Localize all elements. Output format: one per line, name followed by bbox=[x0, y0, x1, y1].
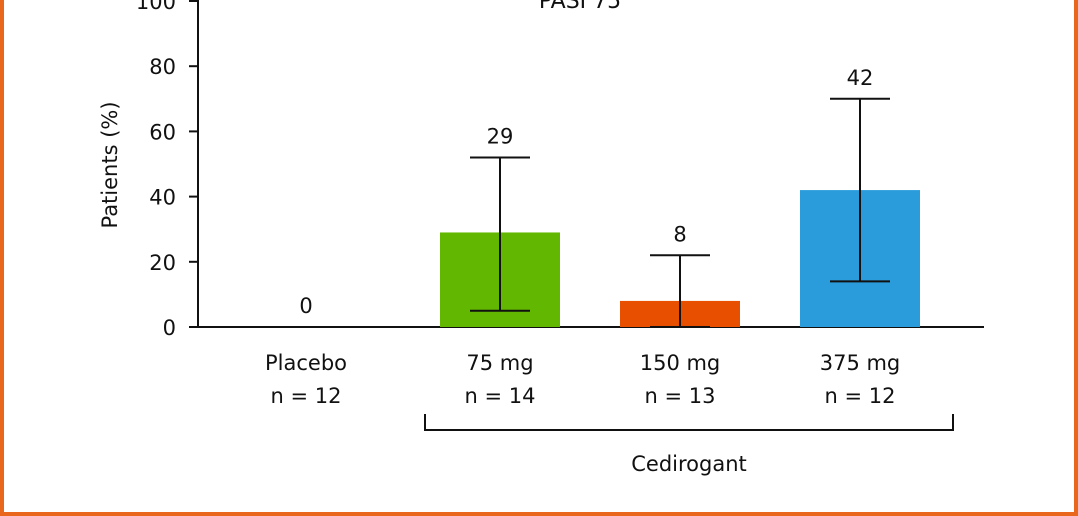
value-label-2: 8 bbox=[673, 222, 686, 246]
x-category-n-3: n = 12 bbox=[825, 384, 896, 408]
chart-title: PASI 75 bbox=[539, 0, 621, 14]
y-axis-ticks: 0 20 40 60 80 100 bbox=[136, 0, 198, 340]
error-bar-layer bbox=[470, 97, 890, 328]
value-label-layer: 0 29 8 42 bbox=[299, 66, 873, 318]
y-axis-label: Patients (%) bbox=[98, 101, 122, 228]
y-tick-label: 20 bbox=[149, 251, 176, 275]
x-category-label-2: 150 mg bbox=[640, 351, 721, 375]
value-label-1: 29 bbox=[487, 124, 514, 148]
y-tick-label: 60 bbox=[149, 120, 176, 144]
x-category-label-1: 75 mg bbox=[466, 351, 533, 375]
cedirogant-label: Cedirogant bbox=[631, 452, 747, 476]
x-category-n-1: n = 14 bbox=[465, 384, 536, 408]
x-category-label-3: 375 mg bbox=[820, 351, 901, 375]
value-label-0: 0 bbox=[299, 294, 312, 318]
x-category-n-0: n = 12 bbox=[271, 384, 342, 408]
cedirogant-bracket bbox=[424, 414, 954, 431]
x-category-label-0: Placebo bbox=[265, 351, 347, 375]
value-label-3: 42 bbox=[847, 66, 874, 90]
y-tick-label: 40 bbox=[149, 186, 176, 210]
y-tick-label: 80 bbox=[149, 55, 176, 79]
y-tick-label: 100 bbox=[136, 0, 176, 14]
y-tick-label: 0 bbox=[163, 316, 176, 340]
x-category-n-2: n = 13 bbox=[645, 384, 716, 408]
x-axis-labels: Placebo n = 12 75 mg n = 14 150 mg n = 13 375 … bbox=[265, 351, 900, 408]
